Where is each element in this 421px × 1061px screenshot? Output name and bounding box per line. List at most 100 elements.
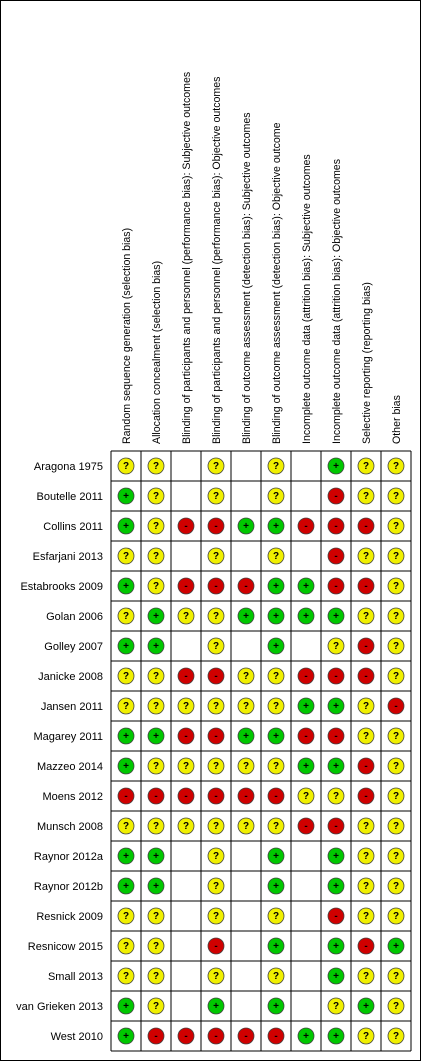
judgement-symbol: ? xyxy=(213,491,219,502)
judgement-mark xyxy=(207,637,225,655)
judgement-symbol: - xyxy=(364,521,367,532)
study-label: Golley 2007 xyxy=(44,641,103,653)
study-label: West 2010 xyxy=(51,1031,103,1043)
judgement-symbol: ? xyxy=(213,551,219,562)
judgement-symbol: + xyxy=(123,1031,129,1042)
judgement-symbol: ? xyxy=(183,611,189,622)
judgement-mark xyxy=(387,697,405,715)
judgement-symbol: - xyxy=(154,1031,157,1042)
judgement-mark xyxy=(207,847,225,865)
judgement-symbol: ? xyxy=(363,1031,369,1042)
judgement-mark xyxy=(207,667,225,685)
judgement-symbol: + xyxy=(333,941,339,952)
judgement-symbol: ? xyxy=(183,701,189,712)
judgement-mark xyxy=(327,1027,345,1045)
judgement-symbol: - xyxy=(214,941,217,952)
judgement-mark xyxy=(147,847,165,865)
judgement-symbol: ? xyxy=(243,821,249,832)
judgement-mark xyxy=(297,1027,315,1045)
judgement-mark xyxy=(177,817,195,835)
judgement-mark xyxy=(207,517,225,535)
judgement-symbol: ? xyxy=(123,611,129,622)
judgement-mark xyxy=(387,997,405,1015)
judgement-symbol: + xyxy=(243,611,249,622)
judgement-mark xyxy=(357,787,375,805)
judgement-symbol: ? xyxy=(243,671,249,682)
judgement-mark xyxy=(267,547,285,565)
study-label: Magarey 2011 xyxy=(33,731,103,743)
judgement-symbol: + xyxy=(303,1031,309,1042)
judgement-mark xyxy=(237,517,255,535)
judgement-symbol: ? xyxy=(153,551,159,562)
judgement-mark xyxy=(207,967,225,985)
judgement-mark xyxy=(267,457,285,475)
judgement-mark xyxy=(267,577,285,595)
judgement-mark xyxy=(117,457,135,475)
judgement-symbol: + xyxy=(123,881,129,892)
judgement-symbol: ? xyxy=(213,821,219,832)
judgement-symbol: + xyxy=(123,641,129,652)
judgement-symbol: + xyxy=(153,851,159,862)
judgement-symbol: ? xyxy=(393,761,399,772)
judgement-mark xyxy=(207,607,225,625)
judgement-symbol: + xyxy=(333,881,339,892)
judgement-mark xyxy=(177,787,195,805)
judgement-symbol: ? xyxy=(363,911,369,922)
judgement-symbol: ? xyxy=(213,911,219,922)
judgement-mark xyxy=(267,967,285,985)
column-header: Blinding of outcome assessment (detectio… xyxy=(241,112,253,444)
judgement-mark xyxy=(357,727,375,745)
judgement-mark xyxy=(297,577,315,595)
judgement-symbol: + xyxy=(273,521,279,532)
judgement-mark xyxy=(117,997,135,1015)
judgement-symbol: ? xyxy=(123,461,129,472)
judgement-mark xyxy=(237,667,255,685)
judgement-mark xyxy=(357,967,375,985)
judgement-symbol: - xyxy=(184,731,187,742)
judgement-symbol: ? xyxy=(123,551,129,562)
study-label: Esfarjani 2013 xyxy=(33,551,103,563)
judgement-symbol: ? xyxy=(153,761,159,772)
judgement-symbol: ? xyxy=(393,821,399,832)
judgement-mark xyxy=(387,787,405,805)
judgement-mark xyxy=(207,757,225,775)
judgement-symbol: ? xyxy=(393,461,399,472)
study-label: Janicke 2008 xyxy=(38,671,103,683)
judgement-symbol: ? xyxy=(393,911,399,922)
judgement-symbol: + xyxy=(303,761,309,772)
judgement-mark xyxy=(147,817,165,835)
column-header: Incomplete outcome data (attrition bias)… xyxy=(331,159,343,444)
judgement-mark xyxy=(327,517,345,535)
judgement-mark xyxy=(117,727,135,745)
judgement-mark xyxy=(387,637,405,655)
judgement-mark xyxy=(177,697,195,715)
judgement-symbol: ? xyxy=(393,881,399,892)
judgement-mark xyxy=(387,967,405,985)
judgement-mark xyxy=(147,697,165,715)
judgement-symbol: ? xyxy=(363,851,369,862)
judgement-symbol: - xyxy=(334,521,337,532)
judgement-symbol: + xyxy=(333,851,339,862)
judgement-symbol: + xyxy=(273,581,279,592)
judgement-mark xyxy=(237,727,255,745)
judgement-symbol: + xyxy=(333,611,339,622)
judgement-symbol: - xyxy=(214,581,217,592)
judgement-mark xyxy=(327,997,345,1015)
column-header: Incomplete outcome data (attrition bias)… xyxy=(301,154,313,444)
judgement-symbol: ? xyxy=(393,581,399,592)
judgement-mark xyxy=(177,1027,195,1045)
judgement-symbol: ? xyxy=(273,971,279,982)
judgement-mark xyxy=(207,1027,225,1045)
judgement-symbol: - xyxy=(244,581,247,592)
judgement-mark xyxy=(357,817,375,835)
judgement-symbol: + xyxy=(123,851,129,862)
judgement-symbol: ? xyxy=(123,821,129,832)
judgement-symbol: + xyxy=(333,1031,339,1042)
judgement-mark xyxy=(267,667,285,685)
judgement-mark xyxy=(207,907,225,925)
judgement-mark xyxy=(297,727,315,745)
judgement-mark xyxy=(267,727,285,745)
judgement-mark xyxy=(147,577,165,595)
judgement-mark xyxy=(117,967,135,985)
judgement-mark xyxy=(147,997,165,1015)
